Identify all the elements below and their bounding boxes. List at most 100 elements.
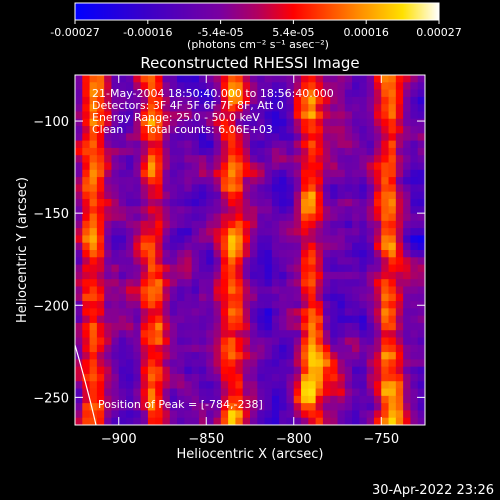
heatmap-cell: [147, 177, 156, 185]
heatmap-cell: [322, 388, 331, 397]
heatmap-cell: [395, 293, 404, 302]
heatmap-cell: [417, 308, 425, 317]
heatmap-cell: [235, 206, 244, 214]
heatmap-cell: [213, 337, 222, 346]
heatmap-cell: [118, 169, 127, 178]
heatmap-cell: [381, 373, 389, 382]
heatmap-cell: [366, 89, 375, 98]
heatmap-cell: [388, 133, 397, 142]
heatmap-cell: [417, 352, 425, 360]
heatmap-cell: [301, 286, 309, 295]
heatmap-cell: [381, 337, 389, 346]
heatmap-cell: [395, 271, 404, 280]
heatmap-cell: [250, 184, 258, 193]
heatmap-cell: [366, 373, 375, 382]
heatmap-cell: [286, 250, 295, 258]
heatmap-cell: [191, 315, 200, 324]
heatmap-cell: [388, 279, 397, 287]
heatmap-cell: [395, 96, 404, 105]
heatmap-cell: [126, 359, 134, 368]
heatmap-cell: [417, 417, 425, 425]
heatmap-cell: [373, 198, 382, 207]
heatmap-cell: [140, 177, 149, 185]
heatmap-cell: [162, 213, 171, 222]
heatmap-cell: [155, 133, 163, 142]
heatmap-cell: [301, 198, 309, 207]
heatmap-cell: [235, 322, 244, 331]
heatmap-cell: [133, 191, 142, 200]
heatmap-cell: [286, 286, 295, 295]
heatmap-cell: [352, 395, 360, 404]
heatmap-cell: [381, 235, 389, 244]
heatmap-cell: [417, 257, 425, 265]
heatmap-cell: [330, 177, 338, 185]
heatmap-cell: [206, 220, 214, 229]
heatmap-cell: [257, 293, 265, 302]
heatmap-cell: [191, 381, 200, 389]
heatmap-cell: [75, 89, 83, 98]
heatmap-cell: [228, 169, 236, 178]
heatmap-cell: [330, 322, 338, 331]
heatmap-cell: [104, 388, 112, 397]
heatmap-cell: [366, 301, 375, 309]
heatmap-cell: [257, 147, 265, 156]
heatmap-cell: [147, 147, 156, 156]
heatmap-cell: [147, 155, 156, 163]
heatmap-cell: [337, 337, 346, 346]
heatmap-cell: [308, 293, 317, 302]
heatmap-cell: [293, 410, 302, 419]
heatmap-cell: [155, 403, 163, 411]
heatmap-cell: [75, 213, 83, 222]
heatmap-cell: [381, 198, 389, 207]
heatmap-cell: [330, 228, 338, 236]
heatmap-cell: [126, 104, 134, 112]
heatmap-cell: [366, 96, 375, 105]
heatmap-cell: [381, 191, 389, 200]
heatmap-cell: [184, 198, 193, 207]
heatmap-cell: [104, 344, 112, 353]
heatmap-cell: [96, 250, 105, 258]
heatmap-cell: [242, 315, 251, 324]
heatmap-cell: [330, 104, 338, 112]
heatmap-cell: [82, 286, 90, 295]
annotation-time-range: 21-May-2004 18:50:40.000 to 18:56:40.000: [92, 87, 334, 100]
heatmap-cell: [286, 410, 295, 419]
heatmap-cell: [308, 162, 317, 171]
heatmap-cell: [191, 82, 200, 90]
heatmap-cell: [162, 395, 171, 404]
heatmap-cell: [235, 279, 244, 287]
heatmap-cell: [337, 235, 346, 244]
heatmap-cell: [235, 250, 244, 258]
heatmap-cell: [279, 126, 287, 134]
heatmap-cell: [257, 111, 265, 120]
heatmap-cell: [417, 388, 425, 397]
heatmap-cell: [366, 359, 375, 368]
heatmap-cell: [352, 242, 360, 251]
heatmap-cell: [410, 198, 419, 207]
heatmap-cell: [359, 118, 368, 127]
heatmap-cell: [308, 220, 317, 229]
heatmap-cell: [191, 111, 200, 120]
colorbar-tick-label: -0.00027: [50, 26, 99, 39]
heatmap-cell: [198, 220, 207, 229]
heatmap-cell: [388, 147, 397, 156]
heatmap-cell: [381, 126, 389, 134]
heatmap-cell: [344, 75, 353, 83]
heatmap-cell: [118, 257, 127, 265]
heatmap-cell: [198, 359, 207, 368]
heatmap-cell: [359, 322, 368, 331]
heatmap-cell: [191, 220, 200, 229]
heatmap-cell: [177, 410, 185, 419]
heatmap-cell: [286, 118, 295, 127]
heatmap-cell: [388, 235, 397, 244]
heatmap-cell: [395, 250, 404, 258]
heatmap-cell: [359, 75, 368, 83]
heatmap-cell: [271, 337, 280, 346]
heatmap-cell: [359, 206, 368, 214]
heatmap-cell: [301, 264, 309, 273]
heatmap-cell: [366, 330, 375, 338]
heatmap-cell: [293, 344, 302, 353]
heatmap-cell: [96, 162, 105, 171]
heatmap-cell: [169, 162, 178, 171]
heatmap-cell: [301, 118, 309, 127]
